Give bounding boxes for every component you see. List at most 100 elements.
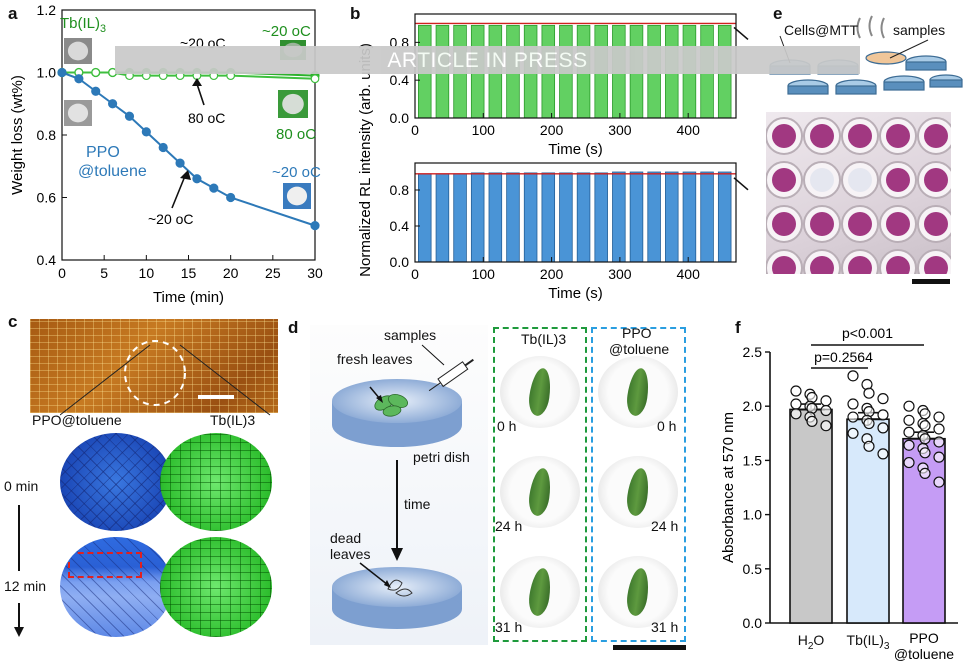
x-tick-label-a: 20	[223, 265, 239, 281]
well-clear	[810, 168, 834, 192]
arrow-80c	[196, 83, 205, 106]
tbil3-label-d: Tb(IL)3	[521, 331, 567, 347]
y-tick-label-b-top: 0.4	[390, 72, 410, 88]
zoom-lines-c	[60, 344, 271, 416]
plot-frame-b-bottom	[414, 162, 737, 263]
dead-label: dead	[330, 530, 362, 546]
data-point-a	[74, 74, 84, 84]
well-purple	[924, 124, 948, 148]
data-point-f	[877, 448, 889, 460]
pulse-bar-b-bottom	[523, 172, 538, 263]
toluene-label-d: @toluene	[609, 341, 670, 357]
ppo-toluene-label-c: PPO@toluene	[32, 412, 122, 428]
data-point-f	[806, 415, 818, 427]
arrow-head-80c	[192, 78, 202, 86]
data-point-f	[919, 467, 931, 480]
data-point-f	[847, 370, 859, 382]
well-purple	[924, 212, 948, 236]
x-tick-label-b-top: 0	[411, 122, 419, 138]
well-purple	[772, 168, 796, 192]
x-axis-label-b-bottom: Time (s)	[548, 285, 602, 302]
x-tick-label-a: 15	[181, 265, 197, 281]
leaf	[624, 566, 652, 618]
leaf	[624, 366, 652, 418]
data-point-f	[933, 423, 945, 435]
coating-green-0min	[160, 433, 272, 531]
pulse-bar-b-bottom	[594, 172, 608, 263]
data-point-a	[226, 192, 236, 203]
leaf-photo	[598, 556, 678, 628]
y-tick-label-f: 2.0	[743, 398, 763, 414]
panel-label-c: c	[8, 312, 18, 331]
data-point-f	[933, 411, 945, 423]
data-point-f	[903, 426, 915, 438]
data-point-a	[107, 99, 118, 109]
y-axis-label-b: Normalized RL intensity (arb. units)	[357, 43, 374, 277]
x-tick-label-b-bottom: 200	[540, 266, 564, 282]
petri-dish-schematic	[332, 344, 474, 629]
y-tick-label-f: 1.5	[743, 452, 763, 468]
well-purple	[886, 124, 910, 148]
well-purple	[848, 212, 872, 236]
data-point-f	[877, 422, 889, 434]
leaf-column-ppo	[591, 327, 686, 642]
time-12min-label: 12 min	[4, 578, 47, 594]
data-point-f	[790, 408, 802, 420]
pulse-bar-b-bottom	[418, 173, 432, 263]
annotation-tbil3: Tb(IL)3	[60, 15, 106, 35]
annotation-80c: 80 oC	[188, 110, 225, 126]
arrow-head-20c	[180, 170, 191, 180]
y-tick-label-a: 0.4	[37, 252, 57, 268]
tbil3-label-c: Tb(IL)3	[210, 412, 256, 428]
panel-label-d: d	[288, 318, 299, 337]
x-tick-label-a: 0	[58, 265, 66, 281]
pulse-bar-b-bottom	[576, 172, 591, 263]
y-tick-label-b-bottom: 0.4	[390, 218, 410, 234]
sig-label-long: p<0.001	[842, 325, 893, 341]
data-point-a	[310, 74, 320, 84]
coating-green-12min	[160, 537, 272, 637]
data-point-f	[863, 417, 875, 430]
ppo-label-d: PPO	[622, 325, 652, 341]
x-tick-label-f: Tb(IL)3	[847, 632, 890, 652]
well-purple	[848, 124, 872, 148]
leaves-label: leaves	[330, 546, 371, 562]
y-tick-label-f: 0.5	[743, 561, 763, 577]
coating-blue-12min	[60, 537, 172, 637]
pulse-bar-b-bottom	[629, 171, 644, 263]
x-tick-label-b-bottom: 300	[608, 266, 632, 282]
samples-label-d: samples	[384, 327, 437, 343]
well-plate-photo	[765, 112, 955, 287]
cells-mtt-label: Cells@MTT	[784, 22, 859, 38]
pulse-bar-b-bottom	[682, 171, 697, 263]
time-0min-label: 0 min	[4, 478, 39, 494]
time-arrow-c	[14, 505, 24, 637]
y-axis-label-a: Weight loss (wt%)	[9, 75, 26, 195]
data-point-a	[175, 158, 185, 168]
y-tick-label-b-top: 0.0	[390, 110, 410, 126]
pulse-bar-b-bottom	[435, 173, 450, 263]
y-tick-label-f: 2.5	[743, 344, 763, 360]
x-tick-label-f: PPO	[909, 630, 939, 646]
samples-label-e: samples	[893, 22, 946, 38]
y-axis-label-f: Absorbance at 570 nm	[720, 412, 737, 563]
arrow-b-top	[733, 26, 749, 41]
leaf-photo	[500, 556, 580, 628]
y-tick-label-f: 1.0	[743, 507, 763, 523]
x-tick-label-b-top: 300	[608, 122, 632, 138]
pulse-bar-b-bottom	[559, 172, 573, 263]
t2-left: 31 h	[495, 619, 523, 635]
y-tick-label-a: 1.2	[37, 2, 57, 18]
leaf-photo	[500, 456, 580, 528]
y-tick-label-b-bottom: 0.8	[390, 182, 410, 198]
data-point-f	[847, 411, 859, 423]
panel-label-a: a	[8, 4, 18, 23]
sample-photo-ppo-start-disc	[67, 103, 89, 123]
panel-label-e: e	[773, 4, 783, 23]
data-point-a	[57, 67, 67, 78]
t1-right: 24 h	[651, 518, 679, 534]
data-point-f	[820, 420, 832, 432]
leaf-photo	[500, 356, 580, 428]
data-point-f	[877, 393, 889, 405]
y-tick-label-b-bottom: 0.0	[390, 254, 410, 270]
